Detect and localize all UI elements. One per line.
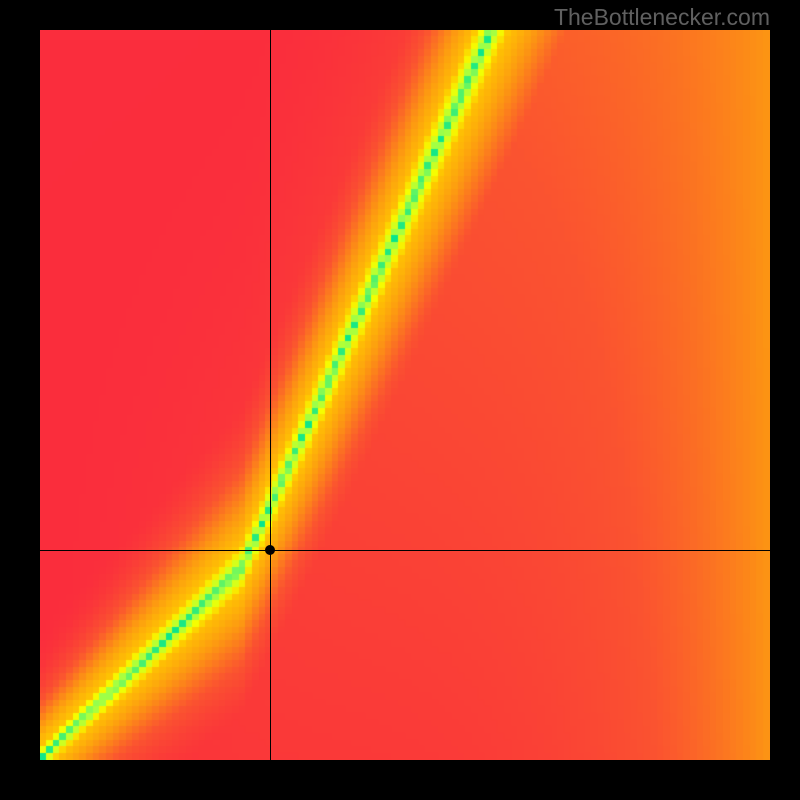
chart-container: TheBottlenecker.com bbox=[0, 0, 800, 800]
crosshair-marker-dot bbox=[265, 545, 275, 555]
crosshair-vertical-line bbox=[270, 30, 271, 760]
watermark-text: TheBottlenecker.com bbox=[554, 4, 770, 31]
bottleneck-heatmap bbox=[40, 30, 770, 760]
crosshair-horizontal-line bbox=[40, 550, 770, 551]
